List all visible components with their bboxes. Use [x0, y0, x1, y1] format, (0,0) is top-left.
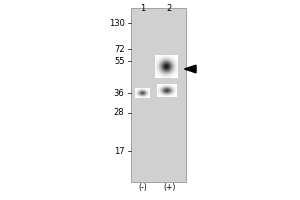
Text: 1: 1 [140, 4, 145, 13]
Bar [130, 8, 186, 182]
Text: 36: 36 [114, 88, 124, 98]
Text: 130: 130 [109, 19, 124, 27]
Text: 72: 72 [114, 45, 124, 53]
Text: 17: 17 [114, 146, 124, 156]
Text: 28: 28 [114, 108, 124, 117]
Text: (-): (-) [138, 183, 147, 192]
Polygon shape [184, 65, 196, 73]
Text: 2: 2 [167, 4, 172, 13]
Text: (+): (+) [163, 183, 176, 192]
Text: 55: 55 [114, 56, 124, 66]
